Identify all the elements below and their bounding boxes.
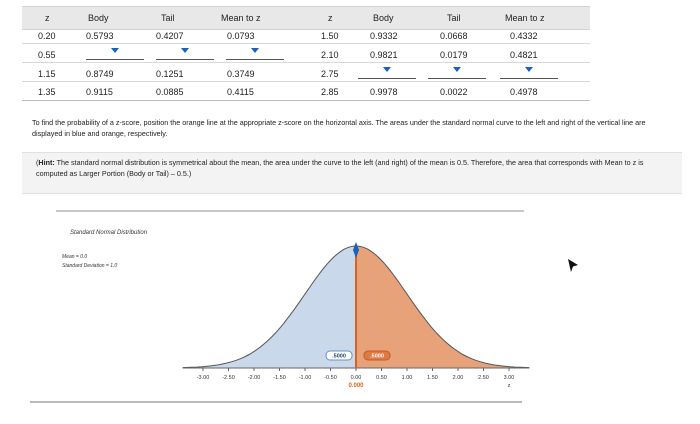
x-tick-label: -0.50 [324, 375, 337, 381]
sd-label: Standard Deviation = 1.0 [62, 263, 117, 269]
cell-tail: 0.4207 [156, 31, 184, 41]
mean-to-z-dropdown[interactable] [226, 47, 284, 60]
row-divider [22, 62, 590, 63]
chevron-down-icon [525, 67, 533, 72]
chevron-down-icon [181, 48, 189, 53]
hint-label: Hint: [38, 158, 55, 167]
chevron-down-icon [383, 67, 391, 72]
hint-box [22, 152, 682, 194]
hint-body: The standard normal distribution is symm… [36, 158, 644, 178]
chevron-down-icon [251, 48, 259, 53]
cell-z: 2.85 [321, 87, 339, 97]
row-divider [22, 100, 590, 101]
cell-z: 1.15 [38, 69, 56, 79]
bottom-divider [30, 401, 522, 403]
x-tick-label: -2.50 [222, 375, 235, 381]
x-tick-label: -1.00 [299, 375, 312, 381]
x-tick-label: 2.00 [453, 375, 464, 381]
left-area-badge [325, 350, 353, 361]
right-area-badge [363, 350, 391, 361]
cell-body: 0.9332 [370, 31, 398, 41]
cell-tail: 0.1251 [156, 69, 184, 79]
cell-tail: 0.0179 [440, 50, 468, 60]
axis-unit-label: z [508, 383, 511, 389]
table-header [22, 6, 590, 30]
left-area-label: .5000 [332, 354, 346, 360]
x-tick-label: 2.50 [478, 375, 489, 381]
row-divider [22, 43, 590, 44]
cell-mean: 0.4821 [510, 50, 538, 60]
cell-mean: 0.3749 [227, 69, 255, 79]
cell-body: 0.8749 [86, 69, 114, 79]
header-z-left: z [45, 13, 50, 23]
cell-tail: 0.0885 [156, 87, 184, 97]
cell-body: 0.9821 [370, 50, 398, 60]
cell-z: 0.20 [38, 31, 56, 41]
header-body-left: Body [88, 13, 109, 23]
x-tick-label: -2.00 [248, 375, 261, 381]
hint-open-paren: ( [36, 158, 39, 167]
header-mean-right: Mean to z [505, 13, 545, 23]
tail-dropdown[interactable] [428, 66, 486, 79]
hint-text: (Hint: The standard normal distribution … [36, 157, 676, 179]
cell-body: 0.9115 [86, 87, 113, 97]
row-divider [22, 81, 590, 82]
cell-tail: 0.0022 [440, 87, 468, 97]
x-ticks: -3.00 -2.50 -2.00 -1.50 -1.00 -0.50 0.00 0.50 1.… [197, 368, 515, 381]
chevron-down-icon [111, 48, 119, 53]
z-readout: 0.000 [348, 383, 364, 389]
x-tick-label: 0.50 [376, 375, 387, 381]
cell-mean: 0.4332 [510, 31, 538, 41]
cell-z: 0.55 [38, 50, 56, 60]
x-tick-label: 1.00 [402, 375, 413, 381]
body-dropdown[interactable] [358, 66, 416, 79]
x-tick-label: 0.00 [351, 375, 362, 381]
cell-body: 0.9978 [370, 87, 398, 97]
cell-tail: 0.0668 [440, 31, 468, 41]
cell-mean: 0.4978 [510, 87, 538, 97]
left-area-fill [182, 246, 356, 368]
header-mean-left: Mean to z [221, 13, 261, 23]
cell-mean: 0.4115 [227, 87, 254, 97]
body-dropdown[interactable] [86, 47, 144, 60]
cell-z: 2.75 [321, 69, 339, 79]
cell-z: 1.35 [38, 87, 56, 97]
cell-mean: 0.0793 [227, 31, 255, 41]
normal-distribution-applet[interactable] [56, 210, 524, 406]
tail-dropdown[interactable] [156, 47, 214, 60]
mean-label: Mean = 0.0 [62, 254, 87, 260]
x-tick-label: 3.00 [504, 375, 515, 381]
right-area-label: .5000 [370, 354, 384, 360]
header-body-right: Body [373, 13, 394, 23]
x-tick-label: -3.00 [197, 375, 210, 381]
right-area-fill [356, 246, 530, 368]
header-tail-left: Tail [161, 13, 175, 23]
cell-z: 1.50 [321, 31, 339, 41]
cell-body: 0.5793 [86, 31, 114, 41]
mean-to-z-dropdown[interactable] [500, 66, 558, 79]
header-z-right: z [328, 13, 333, 23]
header-tail-right: Tail [447, 13, 461, 23]
chevron-down-icon [453, 67, 461, 72]
cell-z: 2.10 [321, 50, 339, 60]
x-tick-label: 1.50 [427, 375, 438, 381]
x-tick-label: -1.50 [273, 375, 286, 381]
chart-title: Standard Normal Distribution [70, 230, 148, 236]
instructions-text: To find the probability of a z-score, po… [32, 118, 646, 138]
z-drag-handle-icon[interactable] [353, 242, 359, 258]
mouse-cursor-icon [568, 259, 578, 272]
